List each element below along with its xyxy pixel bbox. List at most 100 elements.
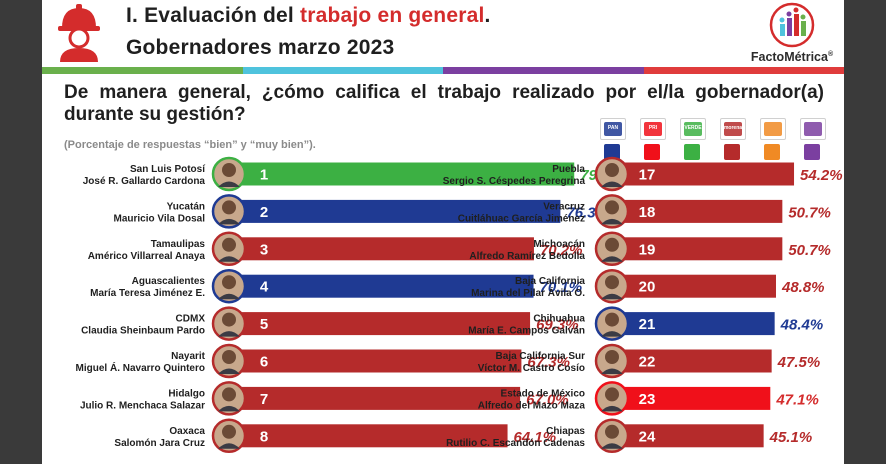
rank-number: 1 <box>260 167 268 184</box>
legend-label: morena <box>723 125 743 131</box>
state-name: Oaxaca <box>169 426 205 437</box>
rank-number: 6 <box>260 354 268 371</box>
legend-label: PRI <box>648 125 658 131</box>
value-bar <box>613 162 795 186</box>
governor-name: Julio R. Menchaca Salazar <box>80 400 205 411</box>
photo-head-shape <box>605 387 619 402</box>
value-bar <box>230 274 534 298</box>
color-stripe <box>42 67 844 74</box>
governor-name: Mauricio Vila Dosal <box>113 213 205 224</box>
value-bar <box>613 199 783 223</box>
value-bar <box>230 162 575 186</box>
legend-swatch <box>604 144 620 160</box>
governor-name: Víctor M. Castro Cosío <box>478 363 585 374</box>
legend-swatch <box>684 144 700 160</box>
photo-head-shape <box>222 387 236 402</box>
pvem-logo-icon: VERDE <box>680 118 706 140</box>
photo-torso-shape <box>601 443 623 449</box>
photo-torso-shape <box>218 368 240 374</box>
photo-torso-shape <box>218 405 240 412</box>
state-name: Michoacán <box>533 239 585 250</box>
brand-name: FactoMétrica® <box>750 50 834 64</box>
pri-logo-icon: PRI <box>640 118 666 140</box>
state-name: San Luis Potosí <box>130 164 206 175</box>
legend-label: PAN <box>607 125 619 131</box>
value-bar <box>230 386 521 410</box>
page-title: I. Evaluación del trabajo en general. <box>126 4 491 27</box>
rank-number: 8 <box>260 428 268 445</box>
state-name: Chihuahua <box>533 314 585 325</box>
rank-number: 20 <box>639 279 656 296</box>
photo-torso-shape <box>218 218 240 225</box>
rank-number: 2 <box>260 204 268 221</box>
state-name: Baja California <box>515 276 585 287</box>
photo-torso-shape <box>218 256 240 262</box>
page-subtitle: Gobernadores marzo 2023 <box>126 36 395 59</box>
stripe-cyan <box>242 67 443 74</box>
mc-logo-icon <box>760 118 786 140</box>
legend-swatch <box>804 144 820 160</box>
right-dark-margin <box>844 0 886 464</box>
value-bar <box>613 349 772 373</box>
photo-torso-shape <box>601 293 623 300</box>
governor-name: María Teresa Jiménez E. <box>90 288 205 299</box>
governor-name: Alfredo Ramírez Bedolla <box>469 251 585 262</box>
pan-logo-icon: PAN <box>600 118 626 140</box>
state-name: Veracruz <box>543 201 585 212</box>
rank-number: 4 <box>260 279 269 296</box>
governor-name: Américo Villarreal Anaya <box>88 251 206 262</box>
rank-number: 19 <box>639 241 656 258</box>
photo-torso-shape <box>601 218 623 225</box>
legend-label: VERDE <box>684 125 702 131</box>
rank-number: 5 <box>260 316 268 333</box>
value-label: 69.3% <box>536 317 579 334</box>
value-label: 70.2% <box>540 242 583 259</box>
state-name: Hidalgo <box>168 388 205 399</box>
value-bar <box>613 274 776 298</box>
value-label: 67.0% <box>526 391 569 408</box>
value-label: 50.7% <box>788 204 831 221</box>
photo-head-shape <box>605 350 619 364</box>
legend-item <box>758 118 788 164</box>
stripe-green <box>42 67 243 74</box>
value-label: 48.4% <box>780 317 824 334</box>
rank-number: 22 <box>639 354 656 371</box>
photo-torso-shape <box>601 368 623 374</box>
rank-number: 23 <box>639 391 656 408</box>
legend-item: VERDE <box>678 118 708 164</box>
value-bar <box>230 424 508 448</box>
legend-swatch <box>724 144 740 160</box>
rank-number: 24 <box>639 428 656 445</box>
page-title-accent: trabajo en general <box>300 4 485 27</box>
photo-head-shape <box>605 200 619 215</box>
photo-head-shape <box>222 424 236 439</box>
value-label: 67.3% <box>527 354 570 371</box>
value-label: 47.5% <box>777 354 821 371</box>
value-bar <box>613 424 764 448</box>
value-bar <box>613 312 775 336</box>
state-name: Estado de México <box>501 388 585 399</box>
value-label: 45.1% <box>769 429 813 446</box>
photo-torso-shape <box>218 293 240 300</box>
state-name: Tamaulipas <box>151 239 206 250</box>
value-bar <box>230 312 531 336</box>
value-label: 47.1% <box>775 391 819 408</box>
governor-name: Salomón Jara Cruz <box>114 438 205 449</box>
value-label: 54.2% <box>800 167 843 184</box>
governor-name: Alfredo del Mazo Maza <box>478 400 586 411</box>
stripe-purple <box>443 67 644 74</box>
photo-head-shape <box>605 312 619 327</box>
party-legend: PAN PRI VERDE morena <box>598 118 826 166</box>
photo-torso-shape <box>218 181 240 187</box>
photo-head-shape <box>605 424 619 439</box>
governor-name: María E. Campos Galván <box>468 326 585 337</box>
photo-torso-shape <box>601 331 623 337</box>
stripe-red <box>643 67 844 74</box>
legend-swatch <box>764 144 780 160</box>
photo-head-shape <box>605 237 619 252</box>
legend-swatch <box>644 144 660 160</box>
photo-torso-shape <box>218 331 240 337</box>
rank-number: 18 <box>639 204 656 221</box>
value-label: 50.7% <box>788 242 831 259</box>
